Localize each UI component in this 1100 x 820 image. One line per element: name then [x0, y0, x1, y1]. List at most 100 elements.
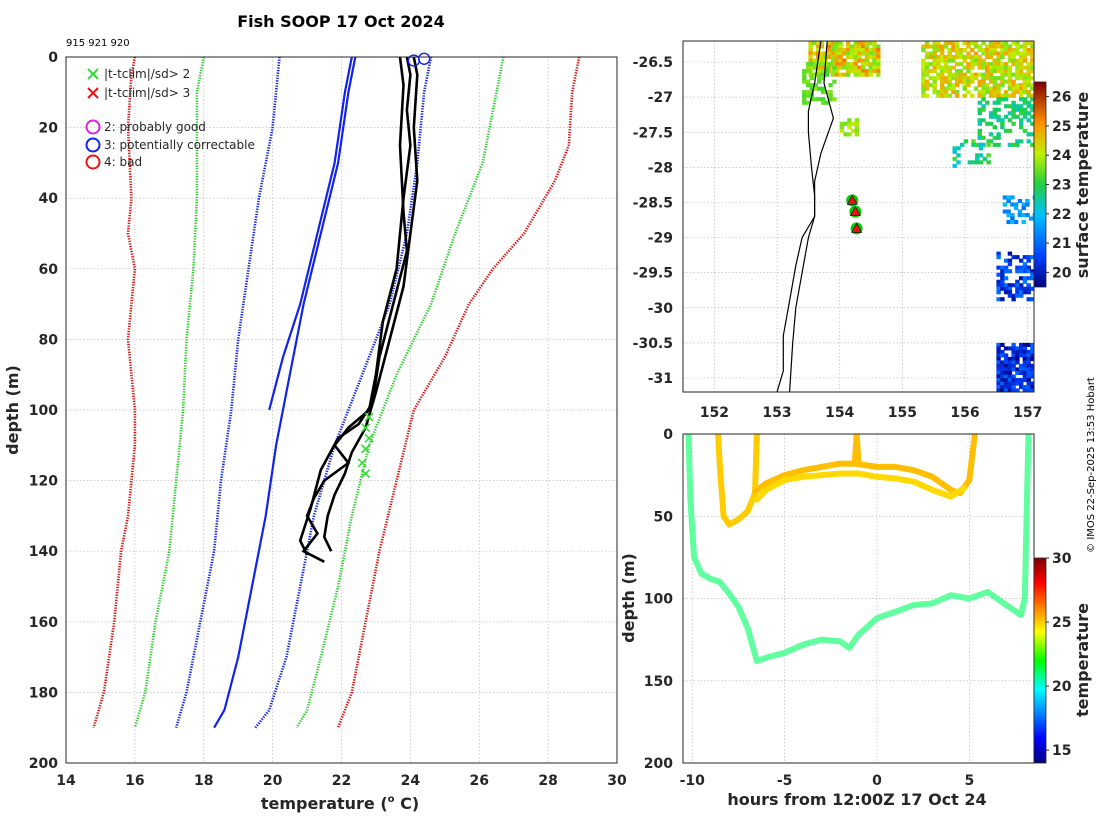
map-sst-cell: [1019, 276, 1024, 281]
map-sst-cell: [947, 55, 952, 60]
map-sst-cell: [1030, 276, 1034, 281]
map-sst-cell: [1019, 107, 1024, 112]
map-sst-cell: [813, 97, 818, 102]
map-sst-cell: [1030, 255, 1034, 260]
map-sst-cell: [846, 51, 851, 56]
map-sst-cell: [924, 51, 930, 56]
map-sst-cell: [846, 72, 851, 77]
map-sst-cell: [955, 79, 960, 84]
map-xtick-label: 156: [950, 405, 979, 421]
map-sst-cell: [966, 90, 971, 95]
map-ytick-label: -28.5: [633, 195, 673, 211]
map-sst-cell: [805, 90, 811, 95]
profile-qc-cross: [357, 458, 367, 468]
map-sst-cell: [830, 55, 836, 60]
map-sst-cell: [1015, 293, 1020, 298]
map-sst-cell: [996, 86, 1001, 91]
map-sst-cell: [924, 79, 930, 84]
map-sst-cell: [996, 342, 1001, 347]
profile-ytick-label: 120: [29, 474, 58, 490]
map-sst-cell: [1026, 353, 1031, 358]
map-sst-cell: [1026, 111, 1031, 116]
map-ytick-label: -30.5: [633, 336, 673, 352]
legend-cross-marker: [87, 68, 99, 80]
map-sst-cell: [1026, 388, 1031, 392]
map-sst-cell: [849, 65, 855, 70]
map-sst-cell: [970, 58, 975, 63]
map-sst-cell: [947, 76, 952, 81]
map-sst-cell: [1000, 370, 1005, 375]
profile-series-line: [336, 57, 581, 729]
map-sst-cell: [981, 107, 986, 112]
map-sst-cell: [996, 367, 1001, 372]
map-sst-cell: [1026, 297, 1031, 302]
map-sst-cell: [857, 51, 862, 56]
map-sst-cell: [1030, 132, 1034, 137]
map-sst-cell: [1015, 62, 1020, 67]
map-sst-cell: [1030, 342, 1034, 347]
map-sst-cell: [819, 65, 824, 70]
map-sst-cell: [947, 48, 952, 53]
map-sst-cell: [1007, 55, 1013, 60]
map-sst-cell: [842, 65, 847, 70]
map-sst-cell: [1000, 283, 1005, 288]
map-sst-cell: [1026, 367, 1031, 372]
map-sst-cell: [1006, 195, 1011, 200]
map-sst-cell: [1019, 367, 1024, 372]
tow-ytick-label: 200: [644, 756, 673, 772]
profile-ytick-label: 160: [29, 615, 58, 631]
map-sst-cell: [1030, 374, 1034, 379]
map-sst-cell: [815, 48, 821, 53]
tow-xtick-label: 0: [872, 773, 882, 789]
map-sst-cell: [1000, 48, 1005, 53]
map-sst-cell: [1019, 283, 1024, 288]
map-sst-cell: [1026, 349, 1031, 354]
map-sst-cell: [996, 370, 1001, 375]
map-sst-cell: [1026, 100, 1031, 105]
map-sst-cell: [988, 93, 994, 98]
map-sst-cell: [955, 44, 960, 49]
map-sst-cell: [1030, 385, 1034, 390]
map-sst-cell: [992, 48, 997, 53]
map-sst-cell: [1003, 72, 1009, 77]
profile-xtick-label: 28: [538, 773, 557, 789]
map-sst-cell: [981, 62, 986, 67]
map-sst-cell: [1000, 65, 1005, 70]
map-sst-cell: [868, 65, 873, 70]
map-sst-cell: [846, 69, 851, 74]
map-sst-cell: [853, 41, 858, 46]
map-sst-cell: [1007, 367, 1013, 372]
map-sst-cell: [1011, 114, 1016, 119]
map-sst-cell: [819, 41, 824, 46]
map-sst-cell: [951, 86, 956, 91]
map-colorbar-tick-label: 24: [1052, 148, 1072, 164]
map-sst-cell: [981, 58, 986, 63]
map-sst-cell: [992, 69, 997, 74]
map-sst-cell: [996, 97, 1001, 102]
map-sst-cell: [1003, 65, 1009, 70]
map-sst-cell: [1003, 44, 1009, 49]
map-sst-cell: [1026, 360, 1031, 365]
map-sst-cell: [854, 118, 860, 123]
map-colorbar-tick-label: 22: [1052, 207, 1071, 223]
map-sst-cell: [1030, 107, 1034, 112]
map-sst-cell: [842, 48, 847, 53]
map-sst-cell: [947, 51, 952, 56]
map-sst-cell: [1022, 290, 1028, 295]
map-sst-cell: [1007, 128, 1013, 133]
map-sst-cell: [988, 79, 994, 84]
profile-series-line: [301, 57, 412, 563]
tow-ytick-label: 50: [654, 509, 674, 525]
map-sst-cell: [1000, 378, 1005, 383]
profile-series-line: [322, 57, 419, 552]
map-sst-cell: [924, 93, 930, 98]
map-sst-cell: [1003, 276, 1009, 281]
sst-map: 152 153 154 155 156 157 -26.5 -27 -27.5 -28 -28.5 -…: [633, 40, 1092, 421]
map-sst-cell: [849, 69, 855, 74]
map-sst-cell: [849, 51, 855, 56]
map-sst-cell: [1011, 385, 1016, 390]
map-sst-cell: [1022, 269, 1028, 274]
map-sst-cell: [988, 69, 994, 74]
map-sst-cell: [1022, 276, 1028, 281]
map-sst-cell: [1030, 69, 1034, 74]
